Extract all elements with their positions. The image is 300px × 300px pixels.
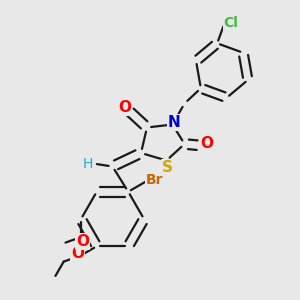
- Text: H: H: [83, 157, 93, 170]
- Text: O: O: [200, 136, 213, 152]
- Text: Br: Br: [146, 173, 163, 188]
- Text: O: O: [76, 234, 89, 249]
- Text: O: O: [71, 246, 84, 261]
- Text: O: O: [118, 100, 131, 116]
- Text: Cl: Cl: [224, 16, 238, 30]
- Text: N: N: [168, 115, 180, 130]
- Text: S: S: [162, 160, 172, 175]
